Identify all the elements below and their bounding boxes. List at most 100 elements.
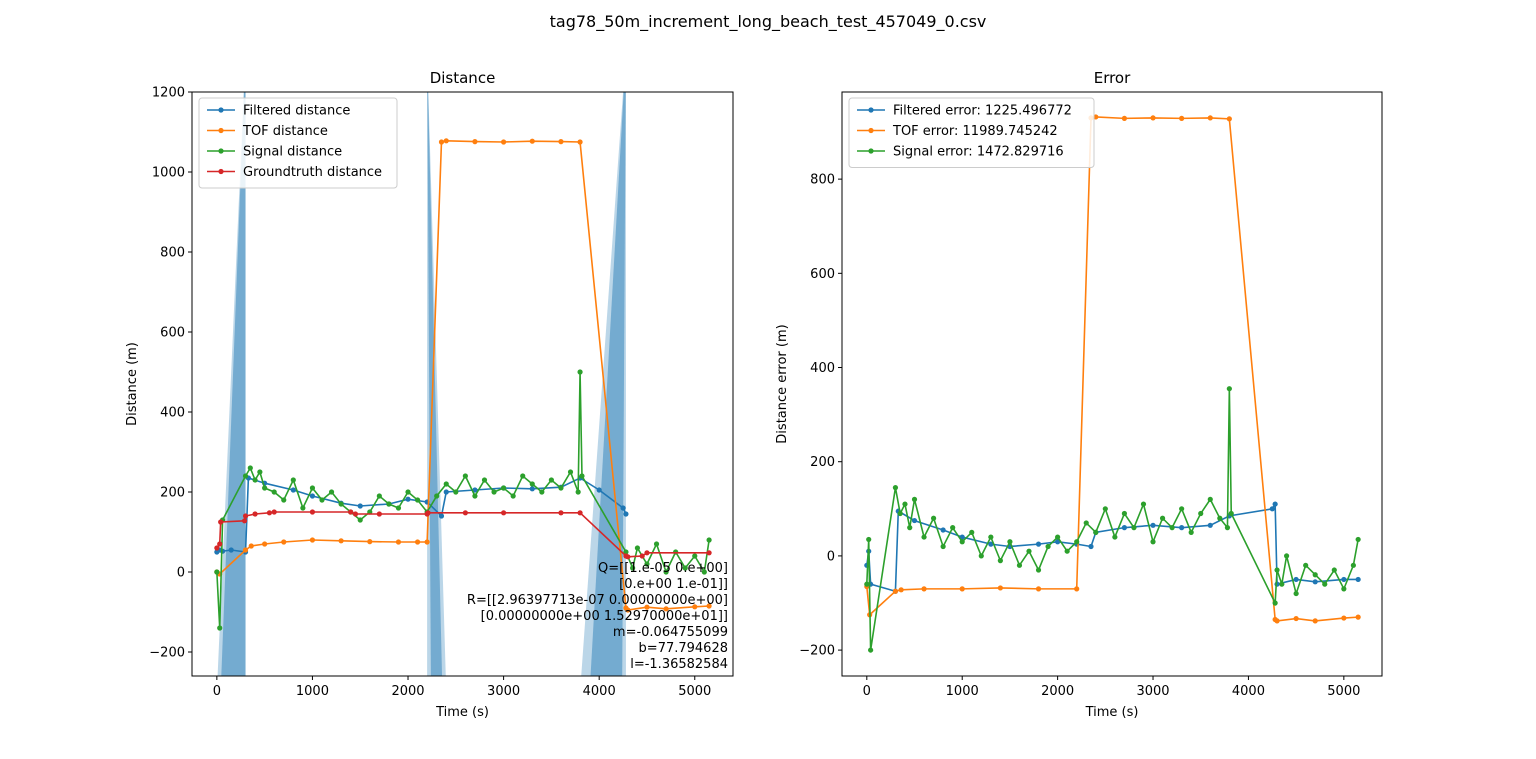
data-point — [644, 561, 650, 567]
data-point — [1150, 539, 1156, 545]
data-point — [501, 485, 507, 491]
data-point — [438, 513, 445, 519]
uncertainty-outer-1 — [427, 92, 446, 676]
data-point — [252, 511, 258, 517]
filtered-uncertainty-band — [217, 92, 626, 676]
data-point — [567, 469, 574, 475]
data-point — [959, 534, 965, 540]
data-point — [309, 509, 316, 515]
data-point — [625, 607, 631, 613]
data-point — [1112, 534, 1118, 540]
annotation-line: R=[[2.96397713e-07 0.00000000e+00] — [467, 593, 728, 608]
plot-area — [214, 138, 712, 631]
data-point — [501, 139, 507, 145]
data-point — [1088, 543, 1094, 550]
data-point — [1341, 586, 1347, 592]
y-tick-label: 200 — [160, 486, 185, 501]
data-point — [1293, 576, 1299, 583]
data-point — [959, 586, 965, 592]
y-tick-label: 600 — [810, 267, 835, 282]
data-point — [1312, 618, 1318, 624]
legend-swatch-marker — [218, 148, 224, 154]
chart-title: Error — [1094, 69, 1131, 87]
data-point — [1179, 525, 1185, 531]
data-point — [706, 603, 712, 609]
data-point — [1140, 501, 1147, 507]
data-point — [892, 485, 899, 491]
data-point — [1131, 525, 1137, 531]
data-point — [462, 473, 468, 479]
annotation-line: b=77.794628 — [639, 641, 728, 656]
series-line-tof-error-11989-745242 — [866, 116, 1359, 622]
y-tick-label: 400 — [160, 406, 185, 421]
data-point — [625, 554, 631, 560]
annotation-line: [0.00000000e+00 1.52970000e+01]] — [481, 609, 728, 624]
legend-label: Signal distance — [243, 145, 342, 160]
plot-area — [864, 114, 1361, 653]
data-point — [1312, 572, 1318, 578]
x-axis-label: Time (s) — [1085, 705, 1139, 720]
legend: Filtered error: 1225.496772 TOF error: 11… — [848, 97, 1095, 168]
series-line-signal-error-1472-829716 — [866, 388, 1359, 651]
data-point — [577, 139, 583, 145]
data-point — [1074, 539, 1080, 545]
data-point — [1045, 543, 1051, 550]
legend-swatch-marker — [218, 168, 224, 175]
series-groundtruth-distance — [214, 509, 712, 560]
data-point — [1007, 539, 1013, 545]
data-point — [481, 477, 488, 483]
data-point — [290, 487, 296, 493]
data-point — [575, 489, 581, 495]
data-point — [1064, 548, 1070, 554]
data-point — [907, 525, 913, 531]
data-point — [247, 465, 253, 471]
data-point — [1055, 539, 1061, 545]
data-point — [376, 511, 382, 517]
y-tick-label: 0 — [177, 566, 185, 581]
data-point — [1074, 586, 1080, 592]
data-point — [386, 501, 392, 507]
x-axis-label: Time (s) — [435, 705, 489, 720]
data-point — [1035, 567, 1042, 573]
data-point — [491, 489, 497, 495]
data-point — [558, 485, 564, 491]
data-point — [214, 545, 220, 551]
data-point — [1226, 116, 1232, 122]
x-tick-label: 4000 — [1232, 684, 1265, 699]
data-point — [1188, 529, 1194, 535]
data-point — [501, 510, 507, 516]
data-point — [228, 547, 234, 553]
data-point — [1226, 386, 1232, 392]
data-point — [309, 493, 316, 499]
data-point — [309, 537, 316, 543]
data-point — [424, 539, 430, 545]
data-point — [395, 539, 402, 545]
data-point — [644, 604, 650, 610]
data-point — [1198, 510, 1204, 517]
data-point — [930, 515, 937, 521]
legend-swatch-marker — [218, 107, 224, 113]
legend-label: TOF distance — [242, 124, 328, 139]
data-point — [414, 497, 421, 503]
data-point — [248, 543, 254, 549]
data-point — [969, 529, 975, 535]
data-point — [988, 534, 994, 540]
data-point — [1293, 615, 1299, 622]
data-point — [997, 585, 1003, 591]
data-point — [425, 510, 431, 516]
data-point — [1207, 496, 1213, 502]
data-point — [1224, 525, 1231, 531]
data-point — [1150, 115, 1156, 121]
y-tick-label: 1200 — [152, 86, 185, 101]
data-point — [897, 510, 903, 517]
series-tof-error-11989-745242 — [864, 114, 1361, 624]
data-point — [950, 525, 956, 531]
data-point — [653, 541, 660, 547]
axes-frame — [191, 91, 734, 677]
data-point — [217, 541, 223, 547]
data-point — [257, 469, 263, 475]
axes-frame — [841, 91, 1383, 677]
data-point — [701, 569, 707, 575]
data-point — [348, 509, 354, 515]
data-point — [434, 493, 440, 499]
